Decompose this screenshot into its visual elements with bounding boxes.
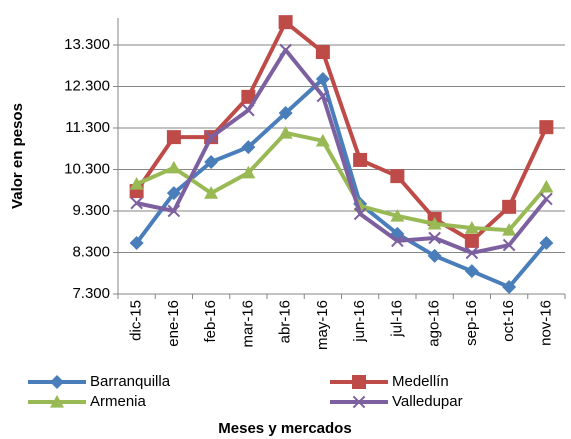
data-point (129, 177, 144, 190)
legend-marker (50, 375, 64, 389)
data-point (502, 199, 517, 214)
data-point (278, 106, 293, 121)
data-point (464, 221, 479, 234)
data-point (502, 223, 517, 236)
y-tick-label: 13.300 (64, 36, 110, 53)
y-tick-label: 7.300 (72, 285, 110, 302)
series-line (135, 77, 548, 289)
legend-marker (352, 375, 366, 389)
x-tick-label: sep-16 (463, 300, 480, 346)
data-point (427, 248, 442, 263)
y-tick-label: 11.300 (65, 119, 110, 136)
legend-marker (352, 395, 366, 409)
x-tick-label: jul-16 (388, 300, 405, 338)
legend-label: Medellín (392, 373, 449, 390)
data-point (353, 207, 367, 221)
data-point (204, 155, 219, 170)
data-point (391, 234, 404, 248)
legend-label: Valledupar (392, 393, 463, 410)
data-point (390, 208, 405, 222)
x-tick-label: nov-16 (537, 300, 554, 346)
data-point (204, 186, 219, 199)
data-point (540, 192, 553, 206)
data-point (464, 233, 479, 248)
y-axis-title: Valor en pesos (9, 103, 26, 209)
data-point (464, 264, 479, 279)
x-axis-title: Meses y mercados (218, 420, 351, 437)
data-point (390, 169, 405, 184)
data-point (241, 89, 256, 104)
x-tick-label: jun-16 (351, 300, 368, 343)
data-point (166, 160, 181, 174)
x-tick-label: ene-16 (165, 300, 182, 347)
x-tick-label: abr-16 (277, 300, 294, 343)
data-point (502, 238, 516, 252)
legend-label: Barranquilla (90, 373, 171, 390)
data-point (204, 130, 218, 144)
data-point (315, 72, 330, 87)
data-point (316, 89, 330, 103)
data-point (242, 103, 255, 117)
data-point (427, 216, 442, 230)
y-tick-label: 10.300 (64, 160, 110, 177)
x-tick-label: feb-16 (202, 300, 219, 343)
legend-marker (50, 395, 64, 408)
data-point (353, 152, 368, 167)
series-line (135, 130, 548, 233)
data-point (166, 186, 181, 201)
x-tick-label: ago-16 (426, 300, 443, 347)
data-point (278, 125, 293, 139)
x-tick-label: oct-16 (500, 300, 517, 342)
data-point (129, 235, 144, 250)
data-point (278, 15, 293, 30)
data-point (502, 279, 517, 294)
data-point (166, 130, 181, 145)
y-tick-label: 9.300 (72, 202, 110, 219)
data-point (315, 133, 330, 147)
legend-label: Armenia (90, 393, 147, 410)
series-line (134, 20, 549, 243)
data-point (130, 196, 143, 210)
x-tick-label: dic-15 (128, 300, 145, 341)
data-point (241, 140, 256, 155)
x-tick-label: may-16 (314, 300, 331, 350)
data-point (241, 165, 256, 179)
data-point (539, 235, 554, 250)
y-tick-label: 12.300 (64, 77, 110, 94)
data-point (167, 204, 181, 218)
series-line (136, 47, 548, 255)
data-point (315, 45, 330, 60)
x-tick-label: mar-16 (239, 300, 256, 348)
data-point (428, 231, 441, 245)
data-point (279, 43, 292, 57)
data-point (539, 120, 554, 135)
data-point (465, 246, 479, 260)
y-tick-label: 8.300 (72, 243, 110, 260)
data-point (539, 179, 554, 193)
